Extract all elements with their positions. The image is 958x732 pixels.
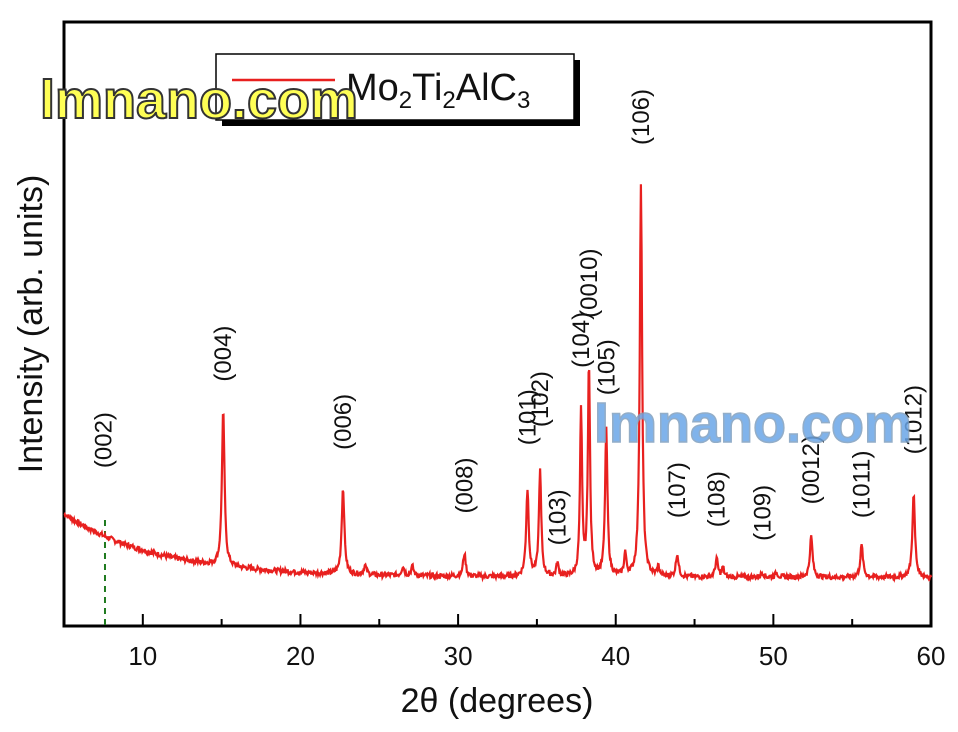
peak-label: (102) bbox=[527, 371, 554, 427]
peak-label: (002) bbox=[90, 412, 117, 468]
x-tick-label: 60 bbox=[917, 641, 946, 671]
legend: Mo2Ti2AlC3 bbox=[215, 53, 580, 126]
watermark-middle: lmnano.com bbox=[594, 394, 912, 454]
peak-label: (0010) bbox=[576, 249, 603, 318]
peak-label: (106) bbox=[628, 89, 655, 145]
x-tick-label: 30 bbox=[444, 641, 473, 671]
peak-label: (104) bbox=[568, 312, 595, 368]
peak-label: (004) bbox=[210, 326, 237, 382]
legend-label: Mo2Ti2AlC3 bbox=[346, 67, 530, 114]
peak-label: (103) bbox=[544, 489, 571, 545]
peak-label: (101) bbox=[515, 389, 542, 445]
peak-label: (006) bbox=[330, 394, 357, 450]
x-tick-label: 20 bbox=[286, 641, 315, 671]
x-axis-title: 2θ (degrees) bbox=[401, 682, 594, 720]
x-axis-ticks: 10 20 30 40 50 60 bbox=[63, 614, 946, 671]
peak-label: (105) bbox=[593, 339, 620, 395]
legend-box bbox=[215, 53, 575, 121]
peak-label: (008) bbox=[451, 457, 478, 513]
peak-label: (109) bbox=[749, 485, 776, 541]
peak-label: (108) bbox=[704, 471, 731, 527]
x-tick-label: 50 bbox=[759, 641, 788, 671]
peak-label: (0012) bbox=[798, 435, 825, 504]
x-tick-label: 40 bbox=[601, 641, 630, 671]
series-line-mo2ti2alc3 bbox=[63, 184, 933, 583]
peak-label: (107) bbox=[664, 462, 691, 518]
x-tick-label: 10 bbox=[128, 641, 157, 671]
peak-label: (1012) bbox=[901, 385, 928, 454]
peak-labels: (002) (004) (006) (008) (101)(102) (103) (104)… bbox=[90, 89, 927, 545]
watermark-top: lmnano.com bbox=[40, 70, 358, 130]
peak-label: (1011) bbox=[849, 451, 876, 519]
y-axis-title: Intensity (arb. units) bbox=[12, 175, 50, 474]
